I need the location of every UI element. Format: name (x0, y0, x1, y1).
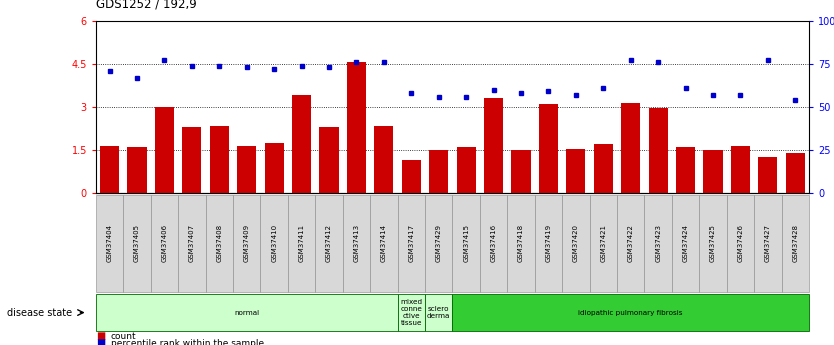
Bar (100, 146, 119, 193)
Bar (128, 147, 147, 193)
Text: GSM37410: GSM37410 (271, 224, 277, 262)
Text: count: count (111, 332, 137, 341)
Text: GSM37428: GSM37428 (792, 224, 798, 262)
Bar (594, 144, 613, 193)
Text: GSM37413: GSM37413 (354, 224, 359, 262)
Text: GSM37418: GSM37418 (518, 224, 524, 262)
Bar (649, 108, 668, 193)
Bar (237, 146, 256, 193)
Text: GSM37424: GSM37424 (682, 224, 689, 262)
Text: GSM37414: GSM37414 (381, 224, 387, 262)
Text: idiopathic pulmonary fibrosis: idiopathic pulmonary fibrosis (579, 309, 683, 316)
Text: GSM37425: GSM37425 (710, 224, 716, 262)
Bar (347, 62, 366, 193)
Bar (292, 96, 311, 193)
Text: GSM37427: GSM37427 (765, 224, 771, 262)
Text: GSM37423: GSM37423 (656, 224, 661, 262)
Bar (731, 146, 750, 193)
Bar (319, 127, 339, 193)
Text: GSM37416: GSM37416 (490, 224, 496, 262)
Bar (566, 149, 585, 193)
Text: sclero
derma: sclero derma (427, 306, 450, 319)
Bar (456, 147, 475, 193)
Text: GSM37417: GSM37417 (409, 224, 414, 262)
Bar (758, 157, 777, 193)
Bar (621, 103, 641, 193)
Text: mixed
conne
ctive
tissue: mixed conne ctive tissue (400, 299, 422, 326)
Text: GSM37426: GSM37426 (737, 224, 743, 262)
Bar (484, 98, 503, 193)
Bar (209, 126, 229, 193)
Text: disease state: disease state (7, 308, 72, 317)
Bar (676, 147, 696, 193)
Text: normal: normal (234, 309, 259, 316)
Text: GSM37405: GSM37405 (134, 224, 140, 262)
Text: GSM37407: GSM37407 (188, 224, 195, 262)
Text: GSM37415: GSM37415 (463, 224, 470, 262)
Text: GSM37419: GSM37419 (545, 224, 551, 262)
Text: GSM37412: GSM37412 (326, 224, 332, 262)
Text: GSM37408: GSM37408 (216, 224, 223, 262)
Text: percentile rank within the sample: percentile rank within the sample (111, 339, 264, 345)
Text: GDS1252 / 192,9: GDS1252 / 192,9 (96, 0, 197, 10)
Bar (511, 150, 530, 193)
Bar (374, 126, 394, 193)
Text: ■: ■ (96, 332, 105, 341)
Bar (539, 104, 558, 193)
Text: GSM37421: GSM37421 (600, 224, 606, 262)
Bar (402, 160, 421, 193)
Text: ■: ■ (96, 338, 105, 345)
Bar (155, 107, 174, 193)
Text: GSM37406: GSM37406 (162, 224, 168, 262)
Bar (786, 153, 805, 193)
Text: GSM37429: GSM37429 (435, 224, 442, 262)
Text: GSM37409: GSM37409 (244, 224, 249, 262)
Text: GSM37404: GSM37404 (107, 224, 113, 262)
Bar (183, 127, 202, 193)
Text: GSM37411: GSM37411 (299, 224, 304, 262)
Text: GSM37420: GSM37420 (573, 224, 579, 262)
Bar (264, 143, 284, 193)
Text: GSM37422: GSM37422 (628, 224, 634, 262)
Bar (430, 150, 449, 193)
Bar (703, 150, 722, 193)
